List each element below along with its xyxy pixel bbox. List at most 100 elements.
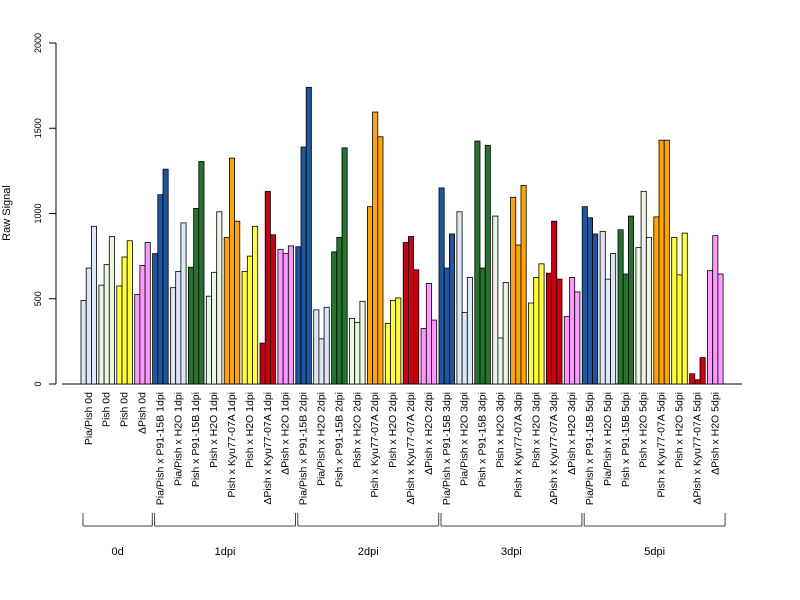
- category-label: ΔPish 0d: [137, 392, 149, 434]
- y-tick-label: 1000: [33, 203, 43, 223]
- bar: [318, 338, 325, 385]
- category-label: Pish x H2O 3dpi: [530, 392, 542, 468]
- bar: [126, 240, 133, 385]
- bar: [694, 379, 701, 385]
- bar: [211, 271, 218, 385]
- bar: [384, 323, 391, 385]
- bar: [98, 284, 105, 385]
- bar: [699, 357, 706, 385]
- bar: [617, 229, 624, 385]
- bar: [354, 322, 361, 385]
- bar: [520, 184, 527, 385]
- category-label: Pia/Pish x P91-15B 3dpi: [441, 392, 453, 505]
- bar: [108, 236, 115, 385]
- bar: [252, 225, 259, 385]
- bar: [91, 225, 98, 385]
- category-label: ΔPish x H2O 1dpi: [280, 392, 292, 475]
- bar: [134, 294, 141, 385]
- bar: [402, 242, 409, 385]
- category-label: Pish x P91-15B 3dpi: [477, 392, 489, 487]
- bar: [170, 287, 177, 385]
- bar: [139, 265, 146, 385]
- bar: [366, 206, 373, 385]
- bar: [443, 267, 450, 385]
- category-label: Pish 0d: [119, 392, 131, 427]
- bar: [581, 206, 588, 385]
- bar: [717, 273, 724, 385]
- bar: [563, 316, 570, 385]
- bar: [359, 300, 366, 385]
- category-label: Pish x H2O 5dpi: [674, 392, 686, 468]
- bar: [300, 146, 307, 385]
- group-label: 1dpi: [215, 546, 236, 558]
- category-label: Pish x H2O 3dpi: [495, 392, 507, 468]
- y-axis: 0 500 1000 1500 2000: [33, 33, 57, 387]
- bar: [604, 278, 611, 385]
- bar: [574, 291, 581, 385]
- group-label: 3dpi: [501, 546, 522, 558]
- category-label: ΔPish x Kyu77-07A 5dpi: [691, 392, 703, 505]
- bar: [528, 302, 535, 385]
- bar: [569, 277, 576, 385]
- bar: [121, 256, 128, 385]
- bar: [640, 190, 647, 385]
- bar: [341, 147, 348, 385]
- bar: [144, 242, 151, 385]
- bar: [80, 300, 87, 385]
- bar: [413, 269, 420, 385]
- category-label: Pish x Kyu77-07A 3dpi: [512, 392, 524, 498]
- bar: [313, 309, 320, 385]
- bar: [538, 263, 545, 385]
- bar: [663, 139, 670, 385]
- bar: [336, 236, 343, 385]
- bar: [431, 319, 438, 385]
- bar: [707, 270, 714, 385]
- bar: [269, 234, 276, 385]
- bar: [162, 168, 169, 385]
- bar: [587, 217, 594, 385]
- bar: [331, 251, 338, 385]
- bar: [653, 216, 660, 385]
- category-label: Pia/Pish x H2O 3dpi: [459, 392, 471, 486]
- bar: [658, 139, 665, 385]
- category-label: Pia/Pish x H2O 5dpi: [602, 392, 614, 486]
- bar: [689, 373, 696, 385]
- category-label: Pish x Kyu77-07A 2dpi: [369, 392, 381, 498]
- bar: [85, 267, 92, 385]
- bar: [180, 222, 187, 385]
- category-label: Pish x H2O 1dpi: [208, 392, 220, 468]
- bar: [216, 211, 223, 385]
- category-label: Pish x H2O 2dpi: [387, 392, 399, 468]
- y-tick-label: 0: [33, 381, 43, 386]
- bar: [264, 190, 271, 385]
- category-label: Pish x P91-15B 1dpi: [190, 392, 202, 487]
- group-label: 2dpi: [358, 546, 379, 558]
- bar: [295, 246, 302, 385]
- bar: [198, 161, 205, 385]
- bar: [681, 232, 688, 385]
- category-label: ΔPish x H2O 5dpi: [709, 392, 721, 475]
- bar: [515, 244, 522, 385]
- category-label: Pish x H2O 1dpi: [244, 392, 256, 468]
- bar: [628, 215, 635, 385]
- y-tick-label: 1500: [33, 118, 43, 138]
- category-label: ΔPish x H2O 3dpi: [566, 392, 578, 475]
- bar: [116, 285, 123, 385]
- category-label: Pish 0d: [101, 392, 113, 427]
- category-labels: Pia/Pish 0d Pish 0d Pish 0d ΔPish 0d Pia/Pis…: [83, 392, 721, 505]
- bar: [407, 236, 414, 385]
- bar: [395, 297, 402, 385]
- category-label: Pish x H2O 2dpi: [351, 392, 363, 468]
- category-label: ΔPish x Kyu77-07A 2dpi: [405, 392, 417, 505]
- bar: [645, 236, 652, 385]
- bar: [610, 253, 617, 385]
- bar: [323, 306, 330, 385]
- bar: [234, 220, 241, 385]
- bar: [497, 337, 504, 385]
- bar: [187, 266, 194, 385]
- bar: [551, 220, 558, 385]
- category-label: Pia/Pish x P91-15B 5dpi: [584, 392, 596, 505]
- bar: [676, 274, 683, 385]
- category-label: Pish x Kyu77-07A 1dpi: [226, 392, 238, 498]
